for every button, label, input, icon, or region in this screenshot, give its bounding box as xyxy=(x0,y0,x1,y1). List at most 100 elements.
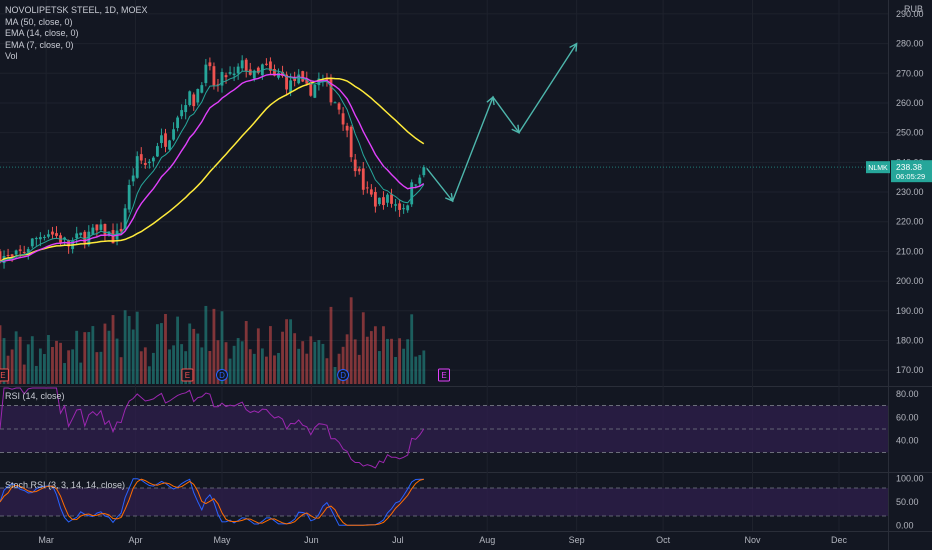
candle-body xyxy=(38,237,42,240)
ema7-legend[interactable]: EMA (7, close, 0) xyxy=(5,39,74,50)
volume-bar xyxy=(345,334,349,384)
volume-bars xyxy=(0,297,426,384)
candle-body xyxy=(301,71,305,82)
volume-bar xyxy=(212,308,216,384)
volume-bar xyxy=(361,312,365,384)
axes: 290.00280.00270.00260.00250.00240.00230.… xyxy=(38,4,923,545)
volume-bar xyxy=(79,362,83,384)
symbol-title[interactable]: NOVOLIPETSK STEEL, 1D, MOEX xyxy=(5,5,148,15)
candle-body xyxy=(232,73,236,76)
price-tick-label: 210.00 xyxy=(896,246,924,256)
ma50-legend[interactable]: MA (50, close, 0) xyxy=(5,16,73,27)
volume-bar xyxy=(390,338,393,384)
ema14-line xyxy=(0,73,425,263)
candle-body xyxy=(293,77,297,81)
time-tick-label: Mar xyxy=(38,535,54,545)
time-tick-label: Jun xyxy=(304,535,319,545)
candle-body xyxy=(151,157,155,162)
candle-body xyxy=(135,156,139,178)
volume-bar xyxy=(273,355,276,384)
volume-bar xyxy=(394,356,397,384)
candle-body xyxy=(184,105,188,113)
time-tick-label: Sep xyxy=(569,535,585,545)
candle-body xyxy=(337,103,341,110)
event-markers[interactable]: E E ED D xyxy=(0,368,450,382)
stoch-rsi-pane xyxy=(0,478,888,526)
volume-bar xyxy=(135,311,139,384)
candle-body xyxy=(353,159,357,172)
candle-body xyxy=(55,233,58,236)
candle-body xyxy=(317,78,321,86)
price-badge xyxy=(891,160,932,183)
candle-body xyxy=(333,102,337,104)
volume-bar xyxy=(398,338,402,384)
candle-body xyxy=(75,233,79,238)
symbol-badge-text: NLMK xyxy=(868,165,888,172)
price-tick-label: 200.00 xyxy=(896,276,924,286)
earnings-marker xyxy=(181,368,194,382)
time-tick-label: May xyxy=(213,535,231,545)
volume-bar xyxy=(164,313,167,384)
candle-body xyxy=(188,91,192,105)
candle-body xyxy=(22,252,26,254)
event-marker-letter: E xyxy=(0,371,5,380)
volume-bar xyxy=(168,349,171,384)
volume-bar xyxy=(422,350,426,384)
dividend-marker xyxy=(216,369,228,381)
time-tick-label: Apr xyxy=(128,535,142,545)
candle-body xyxy=(406,205,410,211)
volume-bar xyxy=(127,316,131,384)
volume-bar xyxy=(22,364,26,384)
candle-body xyxy=(289,80,293,93)
candle-body xyxy=(79,232,83,236)
volume-bar xyxy=(329,306,333,384)
candle-body xyxy=(378,197,381,205)
rsi-pane xyxy=(0,387,888,469)
candle-body xyxy=(87,231,91,245)
volume-bar xyxy=(18,336,22,384)
volume-bar xyxy=(386,338,389,384)
price-badge-countdown: 06:05:29 xyxy=(896,172,925,181)
volume-bar xyxy=(119,357,123,384)
time-tick-label: Nov xyxy=(744,535,761,545)
volume-bar xyxy=(115,338,119,384)
candle-body xyxy=(107,231,111,236)
candle-body xyxy=(361,168,365,190)
event-marker-letter: D xyxy=(219,371,225,380)
symbol-badge xyxy=(866,161,890,174)
rsi-legend[interactable]: RSI (14, close) xyxy=(5,391,65,401)
volume-bar xyxy=(317,340,321,384)
volume-bar xyxy=(131,329,135,384)
candle-body xyxy=(212,66,216,86)
candle-body xyxy=(252,70,256,79)
candle-body xyxy=(42,236,46,238)
projection-arrowhead xyxy=(511,124,520,134)
stoch-rsi-legend[interactable]: Stoch RSI (3, 3, 14, 14, close) xyxy=(5,480,126,490)
volume-bar xyxy=(341,346,345,384)
price-tick-label: 190.00 xyxy=(896,306,924,316)
volume-bar xyxy=(365,336,369,384)
volume-bar xyxy=(99,351,103,384)
candle-body xyxy=(357,168,361,172)
volume-bar xyxy=(297,348,301,384)
candle-body xyxy=(418,177,422,184)
volume-legend[interactable]: Vol xyxy=(5,51,18,61)
candle-body xyxy=(160,135,163,144)
volume-bar xyxy=(293,333,297,384)
volume-bar xyxy=(107,330,111,384)
moving-averages xyxy=(0,68,888,263)
volume-bar xyxy=(111,315,115,384)
volume-bar xyxy=(91,326,95,384)
candle-body xyxy=(10,254,14,257)
rsi-tick-label: 60.00 xyxy=(896,412,919,422)
event-marker-letter: E xyxy=(441,371,446,380)
volume-bar xyxy=(236,338,240,384)
candle-body xyxy=(297,74,301,84)
candle-body xyxy=(325,77,329,81)
ema14-legend[interactable]: EMA (14, close, 0) xyxy=(5,28,79,38)
volume-bar xyxy=(277,352,280,384)
candle-body xyxy=(244,59,248,71)
